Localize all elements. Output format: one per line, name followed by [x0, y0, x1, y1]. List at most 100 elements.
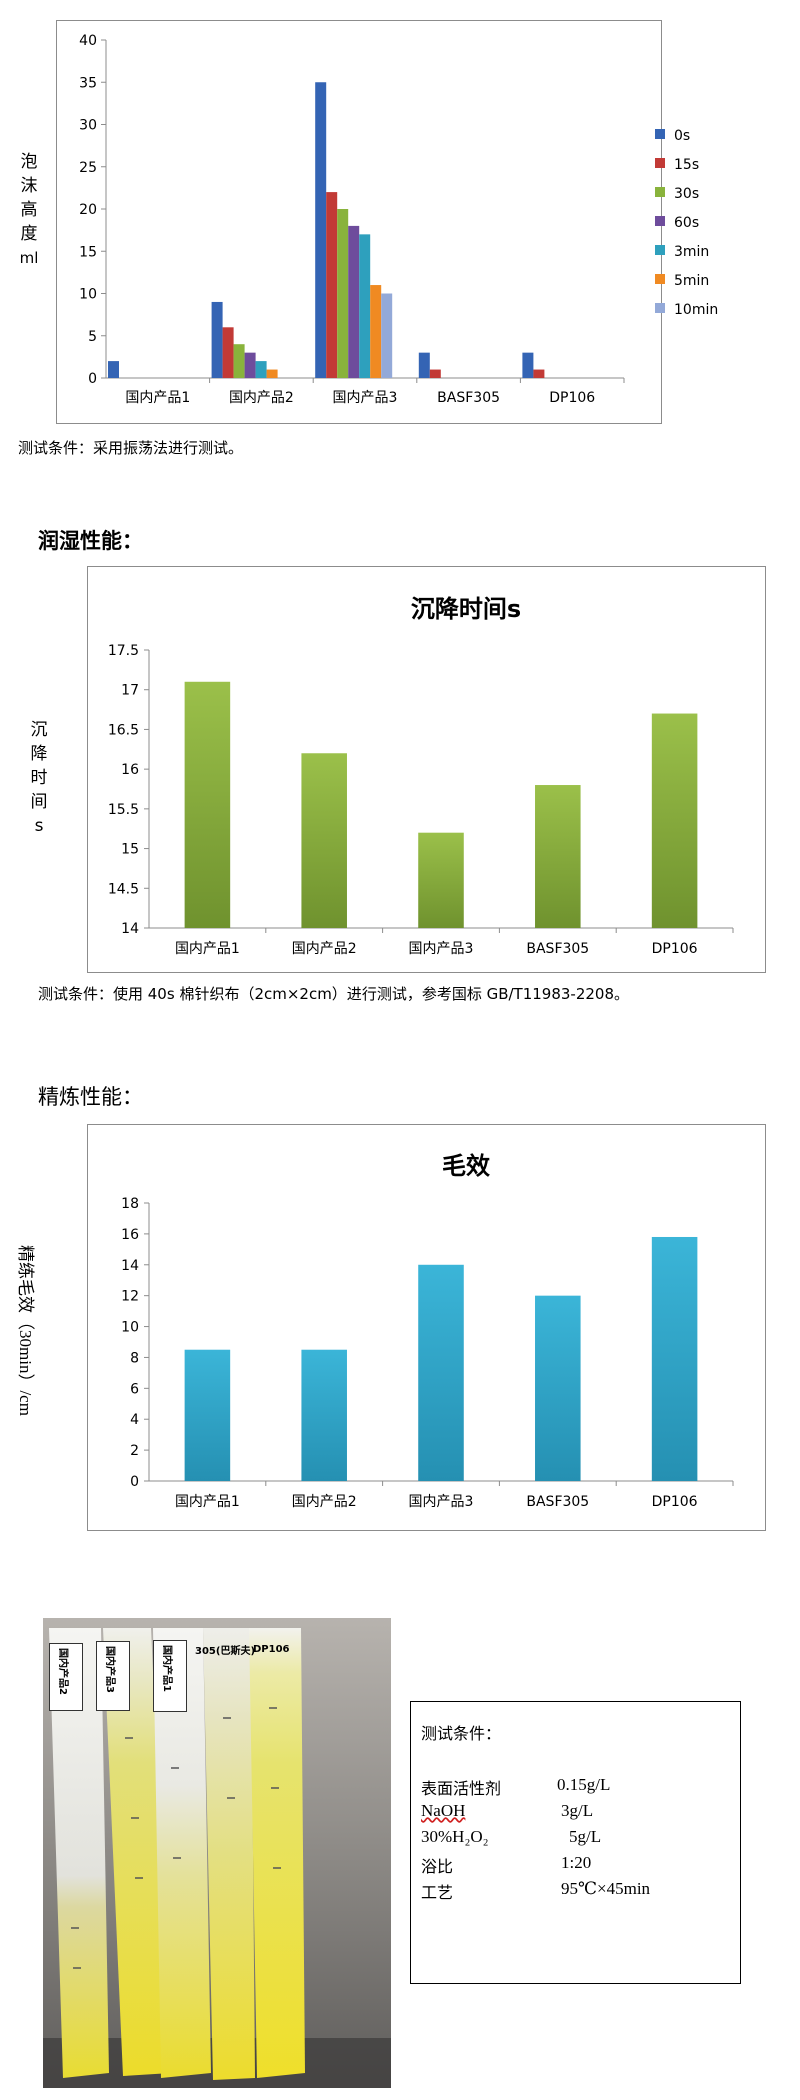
bar	[301, 753, 347, 928]
bar	[244, 352, 256, 378]
chart2-ylabel: 沉 降 时 间 s	[24, 718, 54, 838]
chart2-ylabel-char: s	[34, 816, 44, 836]
bar	[211, 301, 223, 378]
bar	[418, 352, 430, 378]
foam-height-chart: 0 5 10 15 20 25 30 35 40 国内产品1 国内产品2 国内产品3 BASF305 DP…	[79, 33, 718, 406]
legend-swatch	[655, 158, 665, 168]
x-tick-label: DP106	[652, 1494, 698, 1510]
fabric-strip-3	[153, 1628, 211, 2078]
legend-swatch	[655, 216, 665, 226]
bar	[535, 1295, 581, 1481]
fabric-strip-2	[103, 1628, 171, 2076]
bar	[266, 369, 278, 378]
legend-label: 3min	[674, 244, 709, 260]
chart1-test-note: 测试条件：采用振荡法进行测试。	[18, 439, 244, 457]
bar	[359, 234, 371, 378]
strip-tag-label: 305(巴斯夫)	[195, 1646, 256, 1657]
legend-swatch	[655, 245, 665, 255]
bar	[337, 209, 349, 378]
fabric-strip-1	[49, 1628, 109, 2078]
strip-tag: 国内产品1	[153, 1640, 187, 1712]
legend-label: 30s	[674, 186, 699, 202]
fabric-strip-5	[249, 1628, 305, 2078]
chart2-ylabel-char: 间	[30, 792, 48, 812]
conditions-title: 测试条件：	[421, 1724, 502, 1743]
y-tick-label: 20	[79, 202, 97, 218]
bar	[381, 293, 393, 378]
y-tick-label: 40	[79, 33, 97, 49]
condition-value: 0.15g/L	[557, 1775, 611, 1794]
fabric-strips-illustration	[43, 1618, 391, 2088]
bar	[348, 225, 360, 378]
bar	[315, 82, 327, 378]
condition-value: 5g/L	[569, 1827, 602, 1846]
condition-name: 浴比	[421, 1857, 454, 1876]
x-tick-label: 国内产品3	[409, 1494, 474, 1510]
chart-title: 毛效	[442, 1152, 490, 1180]
y-tick-label: 14.5	[108, 881, 139, 897]
bar	[522, 352, 534, 378]
y-tick-label: 12	[121, 1289, 139, 1305]
legend-label: 10min	[674, 302, 718, 318]
y-tick-label: 17.5	[108, 643, 139, 659]
y-tick-label: 5	[88, 329, 97, 345]
y-tick-label: 0	[88, 371, 97, 387]
x-tick-label: 国内产品2	[292, 941, 357, 957]
y-tick-label: 15.5	[108, 802, 139, 818]
chart1-ylabel: 泡 沫 高 度 ml	[14, 150, 44, 270]
x-tick-label: 国内产品2	[229, 390, 294, 406]
test-conditions-box: 测试条件： 表面活性剂 0.15g/L NaOH 3g/L 30%H₂O₂ 5g…	[410, 1701, 741, 1984]
strip-tag-label: 国内产品2	[57, 1648, 68, 1695]
y-tick-label: 2	[130, 1443, 139, 1459]
settling-time-chart: 沉降时间s 14 14.5 15 15.5 16 16.5 17 17.5 国内产品1 国内产品2 国…	[108, 595, 734, 957]
chart1-ylabel-char: 沫	[20, 176, 38, 196]
scouring-section-title: 精炼性能：	[38, 1085, 143, 1109]
x-tick-label: BASF305	[437, 390, 500, 406]
y-tick-label: 17	[121, 683, 139, 699]
chart1-ylabel-char: 泡	[20, 152, 38, 172]
strip-tag-label: 国内产品1	[161, 1645, 172, 1692]
bar	[418, 1264, 464, 1481]
legend-label: 0s	[674, 128, 690, 144]
y-tick-label: 10	[79, 287, 97, 303]
y-tick-label: 10	[121, 1320, 139, 1336]
bar	[418, 832, 464, 928]
x-tick-label: 国内产品2	[292, 1494, 357, 1510]
condition-name: 工艺	[421, 1883, 454, 1902]
y-tick-label: 35	[79, 75, 97, 91]
bar	[429, 369, 441, 378]
y-tick-label: 14	[121, 921, 139, 937]
y-tick-label: 14	[121, 1258, 139, 1274]
fabric-strips-photo: 国内产品2 国内产品3 国内产品1 305(巴斯夫) DP106	[43, 1618, 391, 2088]
legend-label: 60s	[674, 215, 699, 231]
chart-title: 沉降时间s	[411, 595, 521, 623]
y-tick-label: 15	[79, 244, 97, 260]
x-tick-label: BASF305	[526, 941, 589, 957]
bar	[326, 192, 338, 378]
y-tick-label: 16	[121, 1227, 139, 1243]
chart2-ylabel-char: 时	[30, 768, 48, 788]
bar	[184, 681, 231, 928]
legend-swatch	[655, 274, 665, 284]
y-tick-label: 16.5	[108, 722, 139, 738]
x-tick-label: 国内产品3	[333, 390, 398, 406]
x-tick-label: 国内产品1	[175, 941, 240, 957]
bar	[108, 361, 119, 378]
x-tick-label: 国内产品1	[125, 390, 190, 406]
x-tick-label: 国内产品1	[175, 1494, 240, 1510]
y-tick-label: 0	[130, 1474, 139, 1490]
condition-value: 3g/L	[561, 1801, 594, 1820]
legend-label: 5min	[674, 273, 709, 289]
chart1-ylabel-char: ml	[19, 249, 39, 267]
bar	[222, 327, 234, 378]
strip-tag-label: DP106	[253, 1644, 290, 1655]
strip-tag: 国内产品3	[96, 1641, 130, 1711]
legend-swatch	[655, 129, 665, 139]
x-tick-label: DP106	[652, 941, 698, 957]
bar	[533, 369, 545, 378]
wetting-section-title: 润湿性能：	[38, 529, 143, 553]
strip-tag-label: 国内产品3	[104, 1646, 115, 1693]
capillary-effect-chart: 毛效 0 2 4 6 8 10 12 14 16 18 国内产品1 国内产品2 国内产品3 BASF305 D…	[121, 1152, 734, 1510]
fabric-strip-4	[203, 1628, 255, 2080]
bar	[535, 785, 581, 928]
